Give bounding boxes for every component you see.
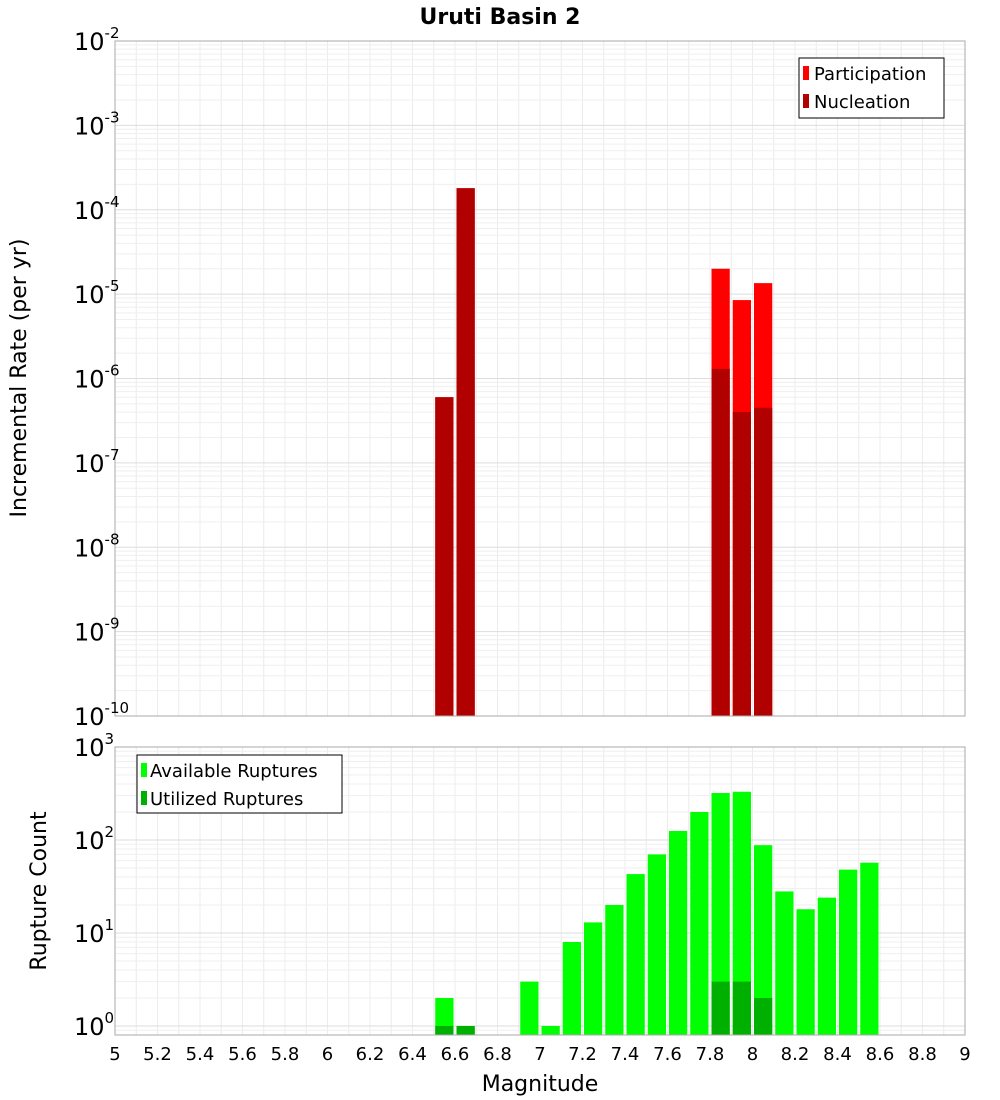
count-y-tick-label: 100 xyxy=(74,1009,114,1041)
rate-y-tick-label: 10-4 xyxy=(74,193,120,225)
count-grid xyxy=(115,747,965,1035)
count-y-tick-label: 101 xyxy=(74,916,114,948)
x-tick-label: 6.2 xyxy=(356,1044,385,1065)
x-tick-labels: 5 5.2 5.4 5.6 5.8 6 6.2 6.4 6.6 6.8 7 7.2 7.4 7.6 7.8 8… xyxy=(109,1044,970,1065)
count-bar-available-ruptures-17 xyxy=(839,869,858,1035)
x-tick-label: 7.2 xyxy=(568,1044,597,1065)
rate-y-tick-label: 10-7 xyxy=(74,446,120,478)
rate-y-tick-label: 10-8 xyxy=(74,530,120,562)
rate-bar-nucleation-3 xyxy=(732,412,751,716)
rate-y-ticks: 10-10 10-9 10-8 10-7 10-6 10-5 10-4 10-3 10-2 xyxy=(74,24,129,731)
rate-bar-nucleation-2 xyxy=(711,368,730,716)
count-plot-frame xyxy=(114,746,966,1036)
x-tick-label: 8 xyxy=(747,1044,758,1065)
rate-bar-nucleation-1 xyxy=(456,188,475,717)
x-tick-label: 5.4 xyxy=(186,1044,215,1065)
x-tick-label: 8.4 xyxy=(823,1044,852,1065)
legend-swatch-available xyxy=(141,763,147,777)
rate-legend-box xyxy=(798,57,945,119)
x-tick-label: 8.6 xyxy=(866,1044,895,1065)
x-tick-label: 6.6 xyxy=(441,1044,470,1065)
count-bars xyxy=(435,791,879,1035)
x-tick-label: 7.4 xyxy=(611,1044,640,1065)
rate-grid xyxy=(115,41,965,716)
legend-swatch-participation xyxy=(803,66,809,80)
rate-panel: 10-10 10-9 10-8 10-7 10-6 10-5 10-4 10-3 10-2 In… xyxy=(7,24,966,731)
rate-legend: Participation Nucleation xyxy=(798,57,945,119)
x-tick-label: 5.8 xyxy=(271,1044,300,1065)
count-legend-box xyxy=(136,754,343,814)
count-bar-utilized-ruptures-0 xyxy=(435,1025,454,1035)
rate-y-tick-label: 10-9 xyxy=(74,615,120,647)
count-y-ticks: 100 101 102 103 xyxy=(74,730,114,1041)
x-tick-label: 7.8 xyxy=(696,1044,725,1065)
x-tick-label: 9 xyxy=(959,1044,970,1065)
count-bar-available-ruptures-0 xyxy=(435,997,454,1035)
rate-y-axis-label: Incremental Rate (per yr) xyxy=(7,239,32,518)
rate-y-tick-label: 10-10 xyxy=(74,699,129,731)
legend-swatch-utilized xyxy=(141,791,147,805)
rate-bar-nucleation-0 xyxy=(435,397,454,716)
count-y-tick-label: 102 xyxy=(74,823,114,855)
count-bar-utilized-ruptures-3 xyxy=(732,981,751,1035)
count-bar-available-ruptures-10 xyxy=(690,812,709,1035)
x-tick-label: 5 xyxy=(109,1044,120,1065)
chart-title: Uruti Basin 2 xyxy=(420,5,581,30)
count-bar-available-ruptures-9 xyxy=(669,830,688,1035)
x-tick-label: 6.4 xyxy=(398,1044,427,1065)
count-bar-available-ruptures-18 xyxy=(860,862,879,1035)
x-axis-label: Magnitude xyxy=(482,1072,599,1097)
count-panel: 100 101 102 103 5 5.2 5.4 5.6 5.8 6 6.2 6.4 6.6 6.8 7… xyxy=(27,730,971,1097)
count-bar-available-ruptures-13 xyxy=(754,845,773,1035)
legend-swatch-nucleation xyxy=(803,94,809,108)
count-bar-utilized-ruptures-1 xyxy=(456,1025,475,1035)
count-bar-utilized-ruptures-4 xyxy=(754,997,773,1035)
count-bar-available-ruptures-11 xyxy=(711,793,730,1035)
rate-bars xyxy=(435,188,773,717)
rate-y-tick-label: 10-3 xyxy=(74,108,120,140)
x-tick-label: 7.6 xyxy=(653,1044,682,1065)
count-y-axis-label: Rupture Count xyxy=(27,811,52,971)
count-bar-utilized-ruptures-2 xyxy=(711,981,730,1035)
x-tick-label: 5.2 xyxy=(143,1044,172,1065)
x-tick-label: 7 xyxy=(534,1044,545,1065)
x-tick-label: 5.6 xyxy=(228,1044,257,1065)
legend-label-utilized: Utilized Ruptures xyxy=(150,789,303,810)
count-bar-available-ruptures-3 xyxy=(541,1025,560,1035)
rate-y-tick-label: 10-6 xyxy=(74,362,120,394)
count-legend: Available Ruptures Utilized Ruptures xyxy=(136,754,343,814)
x-tick-label: 8.8 xyxy=(908,1044,937,1065)
rate-y-tick-label: 10-2 xyxy=(74,24,120,56)
count-bar-available-ruptures-4 xyxy=(562,942,581,1035)
rate-bar-nucleation-4 xyxy=(754,407,773,716)
rate-plot-frame xyxy=(114,40,966,717)
legend-label-available: Available Ruptures xyxy=(150,761,318,782)
count-bar-available-ruptures-2 xyxy=(520,981,539,1035)
count-bar-available-ruptures-12 xyxy=(732,791,751,1035)
count-bar-available-ruptures-8 xyxy=(647,854,666,1035)
count-bar-available-ruptures-15 xyxy=(796,909,815,1035)
count-bar-available-ruptures-5 xyxy=(584,922,603,1035)
count-bar-available-ruptures-14 xyxy=(775,891,794,1035)
count-bar-available-ruptures-7 xyxy=(626,874,645,1035)
rate-y-tick-label: 10-5 xyxy=(74,277,120,309)
x-tick-label: 6 xyxy=(322,1044,333,1065)
count-bar-available-ruptures-6 xyxy=(605,904,624,1035)
x-tick-label: 8.2 xyxy=(781,1044,810,1065)
legend-label-nucleation: Nucleation xyxy=(814,92,910,113)
x-tick-label: 6.8 xyxy=(483,1044,512,1065)
count-y-tick-label: 103 xyxy=(74,730,114,762)
legend-label-participation: Participation xyxy=(814,64,926,85)
count-bar-available-ruptures-16 xyxy=(817,897,836,1035)
